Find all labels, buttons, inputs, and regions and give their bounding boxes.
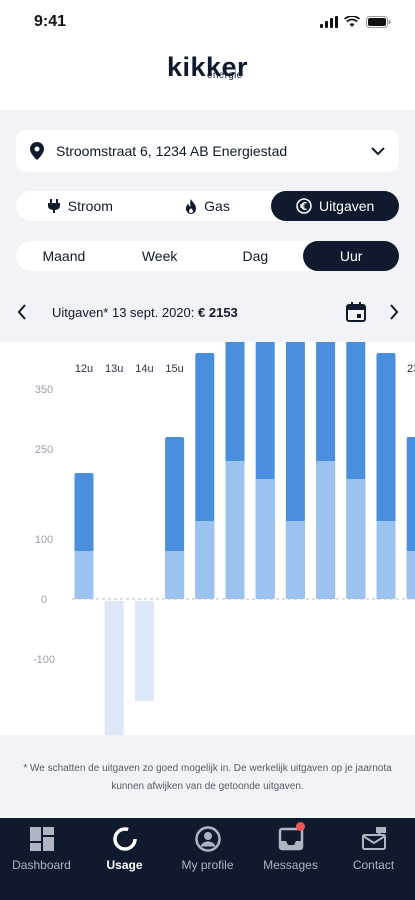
- brand-tagline: energie: [207, 70, 243, 81]
- date-summary: Uitgaven* 13 sept. 2020: € 2153: [52, 305, 238, 320]
- nav-profile-label: My profile: [181, 858, 234, 872]
- address-selector[interactable]: Stroomstraat 6, 1234 AB Energiestad: [16, 130, 399, 172]
- chart-svg: 4503502501000-100-25012u13u14u15u16u17u1…: [33, 342, 415, 735]
- profile-icon: [194, 826, 221, 852]
- x-tick-label: 14u: [135, 363, 153, 375]
- y-tick-label: 250: [35, 444, 53, 456]
- chevron-left-icon[interactable]: [16, 302, 28, 322]
- wifi-icon: [344, 16, 360, 27]
- nav-dashboard[interactable]: Dashboard: [0, 818, 83, 900]
- tab-gas[interactable]: Gas: [144, 191, 272, 221]
- nav-contact[interactable]: Contact: [332, 818, 415, 900]
- bar-part: [376, 521, 396, 599]
- y-tick-label: 350: [35, 384, 53, 396]
- bar-part: [195, 521, 215, 599]
- bar-negative: [134, 601, 154, 701]
- bar-part: [225, 461, 245, 599]
- bar-part: [74, 551, 94, 599]
- app-header: kikker energie: [0, 44, 415, 110]
- chevron-down-icon: [371, 146, 385, 155]
- brand-name: kikker: [166, 52, 249, 82]
- bar-part: [406, 551, 415, 599]
- x-tick-label: 15u: [165, 363, 183, 375]
- tab-week[interactable]: Week: [141, 248, 178, 264]
- y-tick-label: 100: [35, 534, 53, 546]
- status-time: 9:41: [34, 13, 67, 30]
- brand-logo: kikker: [0, 54, 415, 81]
- bar-part: [285, 521, 305, 599]
- dashboard-icon: [29, 827, 54, 851]
- x-tick-label: 13u: [105, 363, 123, 375]
- chevron-right-icon[interactable]: [388, 302, 400, 322]
- nav-messages-label: Messages: [263, 858, 318, 872]
- bottom-navigation: Dashboard Usage My profile Messages Cont…: [0, 818, 415, 900]
- y-tick-label: -100: [33, 654, 55, 666]
- date-amount: € 2153: [198, 305, 238, 320]
- energy-type-tabs: Stroom Gas Uitgaven: [16, 191, 400, 221]
- estimate-footnote: * We schatten de uitgaven zo goed mogeli…: [23, 763, 392, 792]
- tab-stroom-label: Stroom: [67, 198, 113, 214]
- battery-icon: [366, 16, 391, 28]
- tab-gas-label: Gas: [204, 198, 230, 214]
- nav-profile[interactable]: My profile: [166, 818, 249, 900]
- tab-stroom[interactable]: Stroom: [16, 191, 144, 221]
- nav-messages[interactable]: Messages: [249, 818, 332, 900]
- euro-icon: [296, 198, 312, 214]
- plug-icon: [47, 199, 60, 213]
- period-tabs: Maand Week Dag Uur: [16, 241, 399, 271]
- bar-part: [316, 461, 336, 599]
- nav-usage[interactable]: Usage: [83, 818, 166, 900]
- bar-part: [165, 551, 185, 599]
- contact-icon: [361, 827, 386, 850]
- tab-uitgaven[interactable]: Uitgaven: [271, 191, 400, 221]
- messages-badge: [296, 822, 305, 831]
- tab-maand[interactable]: Maand: [42, 248, 86, 264]
- tab-uitgaven-label: Uitgaven: [319, 198, 375, 214]
- nav-usage-label: Usage: [106, 858, 143, 872]
- messages-icon: [278, 827, 303, 851]
- map-pin-icon: [30, 142, 44, 160]
- signal-icon: [320, 16, 338, 28]
- address-value: Stroomstraat 6, 1234 AB Energiestad: [56, 143, 288, 159]
- status-bar: 9:41: [0, 0, 415, 44]
- bar-negative: [104, 601, 124, 735]
- usage-icon: [112, 827, 137, 851]
- date-label: Uitgaven* 13 sept. 2020:: [52, 305, 195, 320]
- nav-dashboard-label: Dashboard: [12, 858, 71, 872]
- date-navigation: Uitgaven* 13 sept. 2020: € 2153: [0, 296, 415, 330]
- x-tick-label: 12u: [75, 363, 93, 375]
- y-tick-label: 0: [41, 594, 47, 606]
- bar-part: [255, 479, 275, 599]
- nav-contact-label: Contact: [352, 858, 395, 872]
- status-icons: [320, 16, 391, 28]
- x-tick-label: 23u: [407, 363, 415, 375]
- calendar-icon[interactable]: [346, 302, 366, 322]
- hourly-spend-chart: 4503502501000-100-25012u13u14u15u16u17u1…: [0, 342, 415, 735]
- tab-dag[interactable]: Dag: [242, 248, 269, 264]
- flame-icon: [186, 198, 197, 214]
- tab-uur[interactable]: Uur: [303, 241, 399, 271]
- bar-part: [346, 479, 366, 599]
